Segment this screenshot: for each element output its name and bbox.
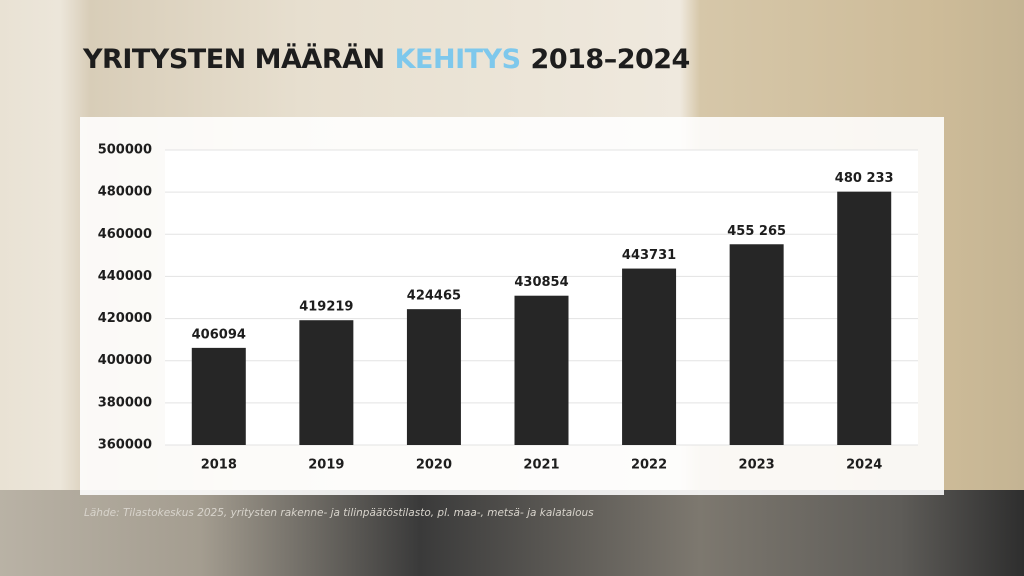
x-tick-label: 2020 (416, 458, 452, 473)
bar (514, 295, 569, 445)
source-note: Lähde: Tilastokeskus 2025, yritysten rak… (84, 507, 594, 519)
value-label: 419219 (299, 300, 353, 315)
bar (299, 320, 354, 445)
value-label: 480 233 (835, 171, 894, 186)
y-tick-label: 380000 (98, 395, 152, 410)
y-tick-label: 420000 (98, 311, 152, 326)
bar (622, 268, 677, 445)
y-tick-label: 400000 (98, 353, 152, 368)
bar (837, 191, 892, 445)
title-part: 2018–2024 (530, 44, 691, 75)
value-label: 424465 (407, 289, 461, 304)
y-tick-label: 500000 (98, 143, 152, 158)
x-tick-label: 2019 (308, 458, 344, 473)
x-tick-label: 2022 (631, 458, 667, 473)
x-tick-label: 2018 (201, 458, 237, 473)
title: YRITYSTEN MÄÄRÄN KEHITYS 2018–2024 (83, 44, 690, 75)
value-label: 443731 (622, 248, 676, 263)
x-tick-label: 2024 (846, 458, 882, 473)
title-part: KEHITYS (394, 44, 521, 75)
y-tick-label: 460000 (98, 227, 152, 242)
x-tick-label: 2021 (523, 458, 559, 473)
title-part: YRITYSTEN MÄÄRÄN (83, 44, 385, 75)
x-tick-label: 2023 (739, 458, 775, 473)
bar (406, 309, 461, 445)
value-label: 430854 (514, 275, 568, 290)
value-label: 455 265 (727, 224, 786, 239)
y-tick-label: 440000 (98, 269, 152, 284)
y-tick-label: 360000 (98, 438, 152, 453)
value-label: 406094 (192, 327, 246, 342)
bar (191, 347, 246, 445)
bar (729, 244, 784, 445)
y-tick-label: 480000 (98, 185, 152, 200)
background-floor (0, 490, 1024, 576)
